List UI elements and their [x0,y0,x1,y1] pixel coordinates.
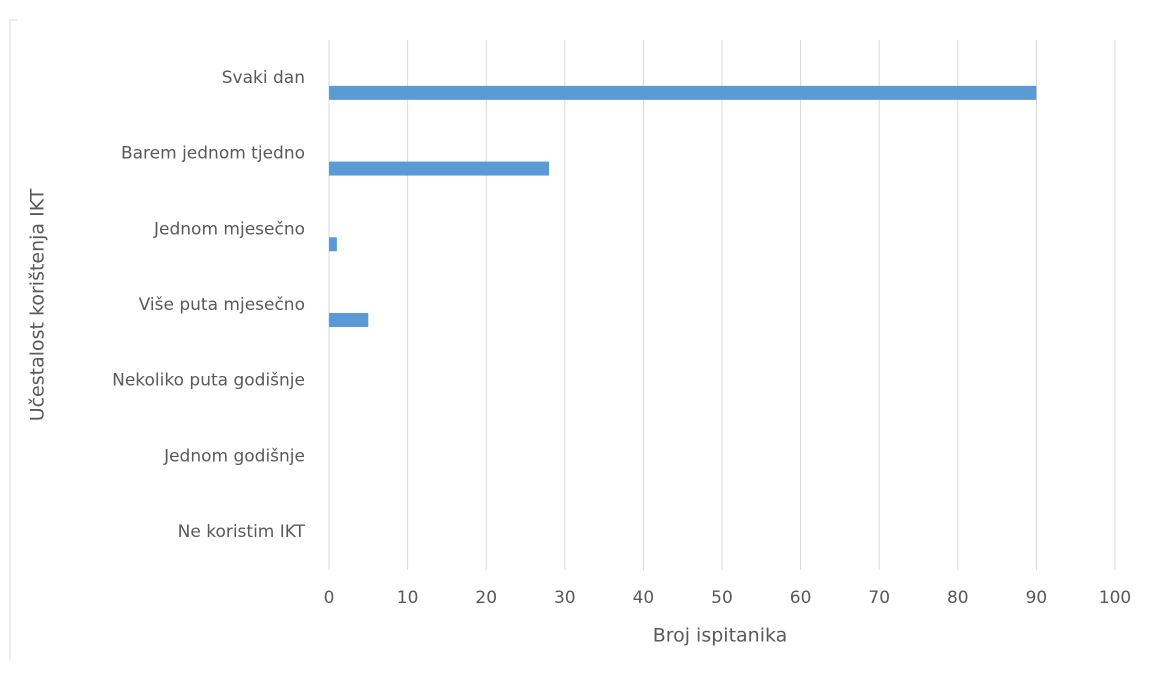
y-tick-label: Barem jednom tjedno [121,144,305,164]
y-tick-label: Nekoliko puta godišnje [112,371,305,391]
x-tick-label: 10 [397,588,419,608]
y-axis-title: Učestalost korištenja IKT [27,188,49,421]
y-tick-label: Ne koristim IKT [178,522,306,542]
x-tick-label: 50 [711,588,733,608]
frame [9,19,18,660]
x-tick-label: 20 [475,588,497,608]
y-tick-label: Svaki dan [222,68,305,88]
x-tick-label: 70 [868,588,890,608]
y-tick-label: Jednom mjesečno [153,219,305,239]
x-axis-title: Broj ispitanika [653,625,788,647]
y-tick-label: Jednom godišnje [163,446,305,466]
bar [329,313,369,327]
x-tick-label: 100 [1099,588,1131,608]
x-tick-label: 60 [790,588,812,608]
x-tick-label: 90 [1026,588,1048,608]
bar [329,161,550,176]
x-tick-label: 30 [554,588,576,608]
bar [329,85,1037,100]
x-tick-label: 40 [633,588,655,608]
y-tick-label: Više puta mjesečno [139,295,305,315]
x-tick-label: 0 [324,588,335,608]
bar [329,237,337,252]
x-tick-label: 80 [947,588,969,608]
